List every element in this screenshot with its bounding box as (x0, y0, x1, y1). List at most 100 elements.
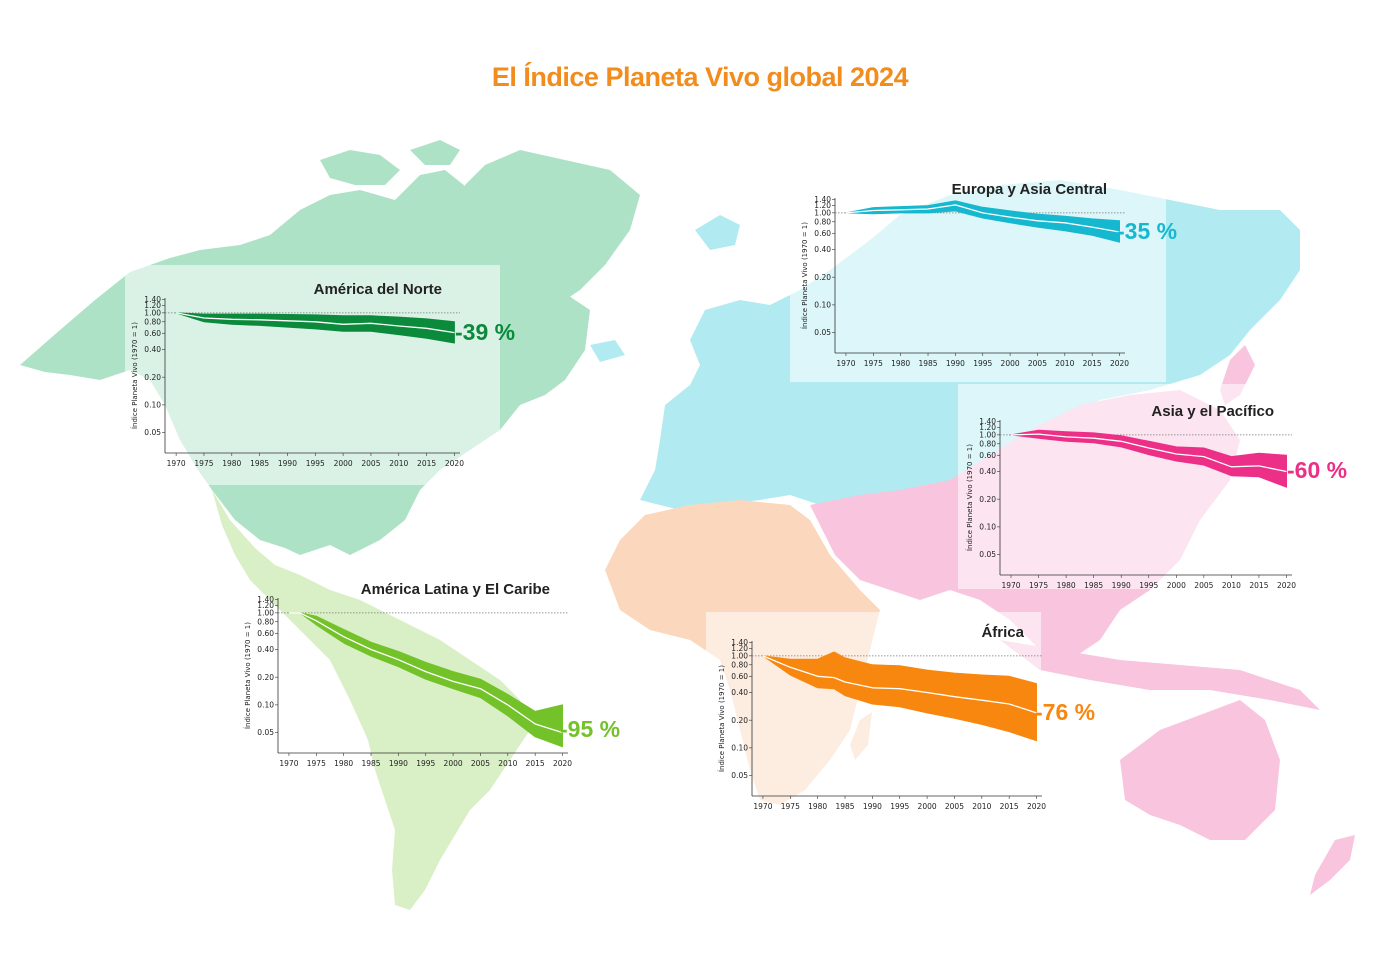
map-region-indonesia (1000, 640, 1320, 710)
x-tick-label: 2015 (1000, 802, 1019, 811)
x-tick-label: 1975 (864, 359, 883, 368)
x-tick-label: 2010 (498, 759, 517, 768)
map-region-asia-north-islands (590, 215, 740, 362)
y-tick-label: 0.80 (257, 617, 274, 626)
y-tick-label: 0.80 (814, 217, 831, 226)
x-tick-label: 1985 (918, 359, 937, 368)
y-tick-label: 1.20 (979, 423, 996, 432)
x-tick-label: 2005 (1028, 359, 1047, 368)
y-tick-label: 0.80 (979, 439, 996, 448)
x-tick-label: 1985 (361, 759, 380, 768)
y-tick-label: 0.80 (731, 660, 748, 669)
x-tick-label: 1995 (1139, 581, 1158, 590)
y-tick-label: 1.40 (979, 417, 996, 426)
y-tick-label: 0.10 (814, 300, 831, 309)
y-tick-label: 1.00 (814, 208, 831, 217)
change-percent-label: -60 % (1287, 457, 1347, 483)
y-tick-label: 1.40 (814, 195, 831, 204)
x-tick-label: 1995 (306, 459, 325, 468)
y-tick-label: 0.10 (979, 522, 996, 531)
x-tick-label: 2000 (334, 459, 353, 468)
chart-africa: 1.401.201.000.80 0.60 0.40 0.20 0.10 0.05 1970… (706, 612, 1095, 812)
x-tick-label: 1985 (835, 802, 854, 811)
map-region-latin-america (212, 490, 530, 910)
chart-panel-background (125, 265, 500, 485)
x-tick-label: 2015 (1249, 581, 1268, 590)
x-tick-label: 2020 (553, 759, 572, 768)
page-title: El Índice Planeta Vivo global 2024 (491, 62, 909, 92)
y-tick-label: 0.40 (144, 345, 161, 354)
y-tick-label: 0.20 (731, 716, 748, 725)
x-tick-label: 2010 (389, 459, 408, 468)
y-axis-label: Índice Planeta Vivo (1970 = 1) (243, 622, 252, 729)
y-tick-label: 0.20 (979, 495, 996, 504)
map-region-greenland (465, 150, 640, 375)
y-tick-label: 0.05 (731, 771, 748, 780)
x-tick-label: 2000 (918, 802, 937, 811)
y-tick-label: 0.40 (814, 245, 831, 254)
y-tick-label: 1.20 (814, 201, 831, 210)
y-tick-label: 0.05 (979, 550, 996, 559)
y-tick-label: 0.10 (144, 400, 161, 409)
x-tick-label: 2020 (1027, 802, 1046, 811)
x-tick-label: 1975 (1029, 581, 1048, 590)
change-percent-label: -76 % (1035, 699, 1095, 725)
y-tick-label: 0.60 (814, 229, 831, 238)
x-tick-label: 1970 (279, 759, 298, 768)
y-tick-label: 0.05 (144, 428, 161, 437)
change-percent-label: -39 % (455, 319, 515, 345)
x-tick-label: 1970 (753, 802, 772, 811)
x-tick-label: 1995 (890, 802, 909, 811)
y-tick-label: 1.40 (144, 295, 161, 304)
index-line (288, 612, 563, 734)
index-line (762, 655, 1037, 714)
y-tick-label: 0.10 (731, 743, 748, 752)
chart-title: Europa y Asia Central (952, 181, 1107, 198)
chart-panel-background (790, 172, 1166, 382)
y-tick-label: 0.40 (731, 688, 748, 697)
x-tick-label: 1990 (946, 359, 965, 368)
y-tick-label: 0.60 (257, 629, 274, 638)
x-tick-label: 2005 (361, 459, 380, 468)
x-tick-label: 1990 (863, 802, 882, 811)
x-tick-label: 2005 (945, 802, 964, 811)
x-tick-label: 2015 (417, 459, 436, 468)
x-tick-label: 1995 (416, 759, 435, 768)
x-tick-label: 2010 (1055, 359, 1074, 368)
y-axis-label: Índice Planeta Vivo (1970 = 1) (130, 322, 139, 429)
chart-europe-central-asia: 1.401.201.000.80 0.60 0.40 0.20 0.10 0.05 1970… (790, 172, 1177, 382)
y-tick-label: 0.05 (814, 328, 831, 337)
x-tick-label: 1970 (836, 359, 855, 368)
chart-latin-america: 1.401.201.000.80 0.60 0.40 0.20 0.10 0.05 1970… (243, 581, 620, 768)
x-tick-label: 1980 (1057, 581, 1076, 590)
y-tick-label: 0.05 (257, 728, 274, 737)
x-tick-label: 1970 (1001, 581, 1020, 590)
x-tick-label: 1970 (167, 459, 186, 468)
y-tick-label: 0.60 (979, 451, 996, 460)
y-tick-label: 0.40 (257, 645, 274, 654)
y-tick-label: 0.20 (144, 373, 161, 382)
x-tick-label: 2020 (1110, 359, 1129, 368)
index-line (845, 204, 1120, 233)
change-percent-label: -95 % (560, 716, 620, 742)
change-percent-label: -35 % (1117, 218, 1177, 244)
chart-title: América del Norte (314, 281, 442, 298)
x-tick-label: 1990 (389, 759, 408, 768)
y-tick-label: 0.60 (731, 672, 748, 681)
x-tick-label: 1995 (973, 359, 992, 368)
x-tick-label: 1980 (808, 802, 827, 811)
y-tick-label: 0.40 (979, 467, 996, 476)
map-region-australia (1120, 700, 1280, 840)
y-tick-label: 1.20 (731, 644, 748, 653)
x-tick-label: 1980 (222, 459, 241, 468)
x-tick-label: 1975 (194, 459, 213, 468)
index-line (1010, 433, 1287, 473)
y-tick-label: 1.00 (144, 308, 161, 317)
y-axis-label: Índice Planeta Vivo (1970 = 1) (717, 665, 726, 772)
x-tick-label: 1990 (1112, 581, 1131, 590)
chart-title: África (981, 624, 1024, 641)
x-tick-label: 1980 (334, 759, 353, 768)
x-tick-label: 2020 (1277, 581, 1296, 590)
map-region-arctic-islands (320, 140, 460, 185)
